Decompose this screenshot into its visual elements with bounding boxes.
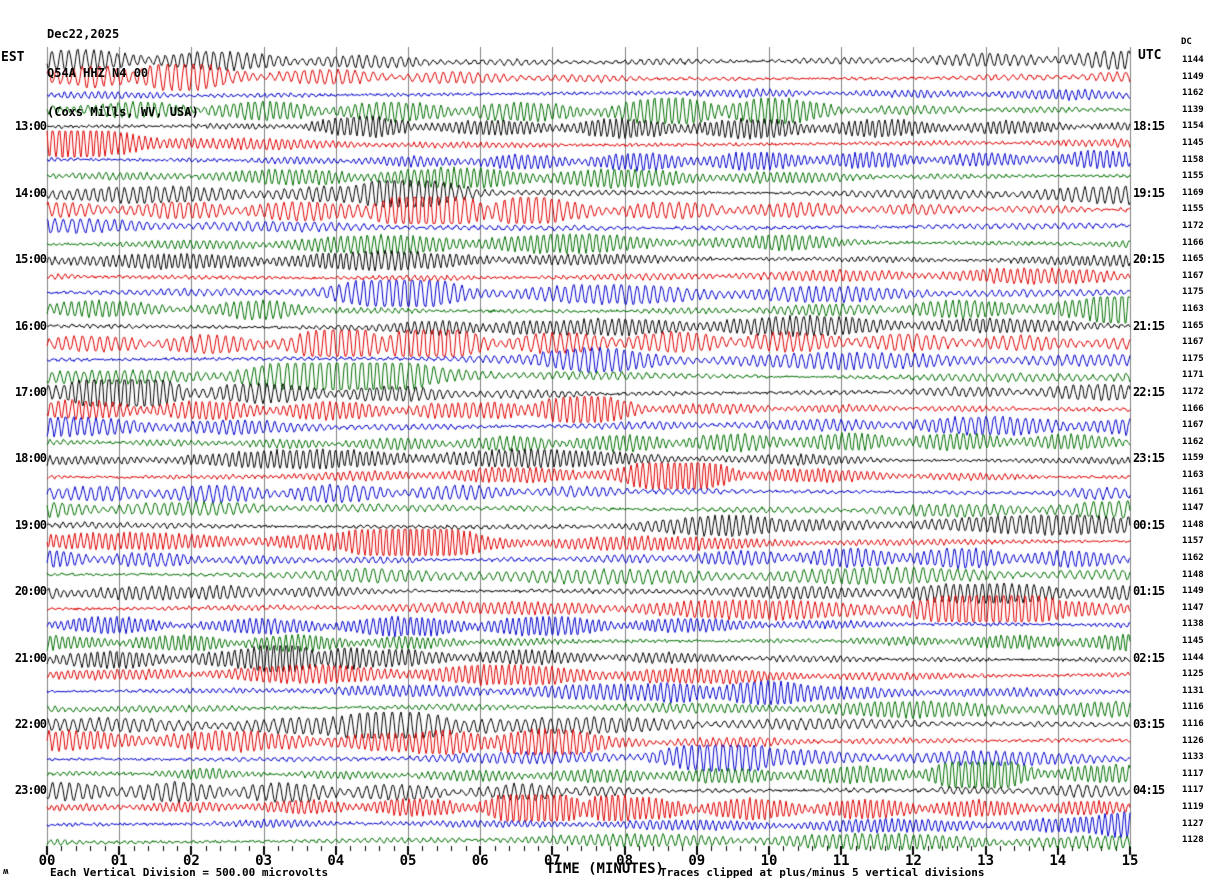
dc-value: 1147 [1182, 602, 1204, 613]
dc-value: 1149 [1182, 71, 1204, 82]
est-time-label: 14:00 [14, 185, 47, 200]
dc-value: 1128 [1182, 835, 1204, 846]
dc-value: 1131 [1182, 685, 1204, 696]
est-time-label: 17:00 [14, 385, 47, 399]
x-tick-label: 15 [1121, 853, 1139, 869]
x-tick-label: 01 [110, 853, 128, 869]
dc-value: 1166 [1182, 403, 1204, 414]
x-tick-label: 09 [688, 853, 706, 869]
dc-value: 1149 [1182, 586, 1204, 597]
x-tick-label: 00 [38, 853, 56, 869]
utc-time-label: 00:15 [1133, 517, 1165, 532]
dc-value: 1155 [1182, 171, 1204, 182]
est-time-label: 22:00 [14, 717, 47, 731]
est-time-label: 20:00 [14, 584, 47, 599]
dc-value: 1161 [1182, 486, 1204, 497]
dc-value: 1125 [1182, 669, 1204, 680]
utc-time-label: 22:15 [1133, 385, 1165, 399]
x-axis-title: TIME (MINUTES) [545, 861, 664, 877]
est-time-label: 13:00 [14, 119, 47, 134]
dc-value: 1166 [1182, 237, 1204, 248]
dc-value: 1145 [1182, 138, 1204, 148]
dc-value: 1116 [1182, 702, 1204, 713]
est-time-label: 19:00 [14, 517, 47, 532]
dc-value: 1172 [1182, 387, 1204, 397]
dc-value: 1148 [1182, 569, 1204, 580]
header-date: Dec22,2025 [47, 27, 120, 41]
dc-value: 1165 [1182, 254, 1204, 265]
est-time-label: 16:00 [14, 318, 47, 333]
dc-value: 1172 [1182, 221, 1204, 231]
x-tick-label: 14 [1049, 853, 1067, 869]
dc-value: 1171 [1182, 370, 1204, 381]
utc-time-label: 21:15 [1133, 318, 1165, 333]
dc-value: 1167 [1182, 337, 1204, 348]
dc-value: 1116 [1182, 719, 1204, 729]
x-tick-label: 06 [471, 853, 489, 869]
est-time-label: 23:00 [14, 783, 47, 798]
dc-value: 1127 [1182, 818, 1204, 829]
dc-value: 1117 [1182, 785, 1204, 796]
utc-time-label: 19:15 [1133, 185, 1165, 200]
dc-value: 1147 [1182, 503, 1204, 514]
dc-value: 1145 [1182, 636, 1204, 646]
dc-value: 1144 [1182, 55, 1204, 65]
x-tick-label: 11 [832, 853, 850, 869]
x-tick-label: 10 [760, 853, 778, 869]
dc-value: 1139 [1182, 104, 1204, 115]
dc-value: 1144 [1182, 652, 1204, 663]
utc-time-label: 20:15 [1133, 252, 1165, 267]
utc-time-label: 03:15 [1133, 717, 1165, 731]
dc-value: 1169 [1182, 187, 1204, 198]
clip-note: Traces clipped at plus/minus 5 vertical … [660, 866, 985, 879]
left-timezone-label: EST [1, 50, 25, 65]
dc-value: 1175 [1182, 287, 1204, 298]
x-tick-label: 08 [616, 853, 634, 869]
dc-value: 1133 [1182, 752, 1204, 763]
x-tick-label: 13 [977, 853, 995, 869]
utc-time-label: 23:15 [1133, 451, 1165, 466]
dc-value: 1167 [1182, 420, 1204, 431]
x-tick-label: 03 [255, 853, 273, 869]
x-tick-label: 04 [327, 853, 345, 869]
x-tick-label: 05 [399, 853, 417, 869]
utc-time-label: 18:15 [1133, 119, 1165, 134]
utc-time-label: 02:15 [1133, 650, 1165, 665]
dc-column-header: DC [1181, 37, 1192, 47]
est-time-label: 18:00 [14, 451, 47, 466]
x-tick-label: 07 [543, 853, 561, 869]
header-location: (Coxs Mills, WV, USA) [47, 105, 199, 119]
dc-value: 1162 [1182, 436, 1204, 447]
utc-time-label: 04:15 [1133, 783, 1165, 798]
right-timezone-label: UTC [1138, 48, 1162, 63]
est-time-label: 15:00 [14, 252, 47, 267]
dc-value: 1163 [1182, 470, 1204, 480]
dc-value: 1138 [1182, 619, 1204, 630]
dc-value: 1167 [1182, 270, 1204, 281]
dc-value: 1119 [1182, 802, 1204, 812]
scale-note: Each Vertical Division = 500.00 microvol… [50, 866, 329, 879]
dc-value: 1159 [1182, 453, 1204, 464]
dc-value: 1148 [1182, 519, 1204, 530]
x-tick-label: 02 [182, 853, 200, 869]
dc-value: 1126 [1182, 735, 1204, 746]
dc-value: 1163 [1182, 304, 1204, 314]
dc-value: 1155 [1182, 204, 1204, 215]
dc-value: 1158 [1182, 154, 1204, 165]
dc-value: 1154 [1182, 121, 1204, 132]
utc-time-label: 01:15 [1133, 584, 1165, 599]
header: Dec22,2025 Q54A HHZ N4 00 (Coxs Mills, W… [47, 2, 199, 145]
dc-value: 1157 [1182, 536, 1204, 547]
est-time-label: 21:00 [14, 650, 47, 665]
header-station: Q54A HHZ N4 00 [47, 66, 149, 80]
dc-value: 1165 [1182, 320, 1204, 331]
dc-value: 1117 [1182, 768, 1204, 779]
corner-glyph: ʍ [3, 867, 9, 877]
dc-value: 1162 [1182, 553, 1204, 563]
dc-value: 1175 [1182, 353, 1204, 364]
dc-value: 1162 [1182, 88, 1204, 99]
x-tick-label: 12 [904, 853, 922, 869]
